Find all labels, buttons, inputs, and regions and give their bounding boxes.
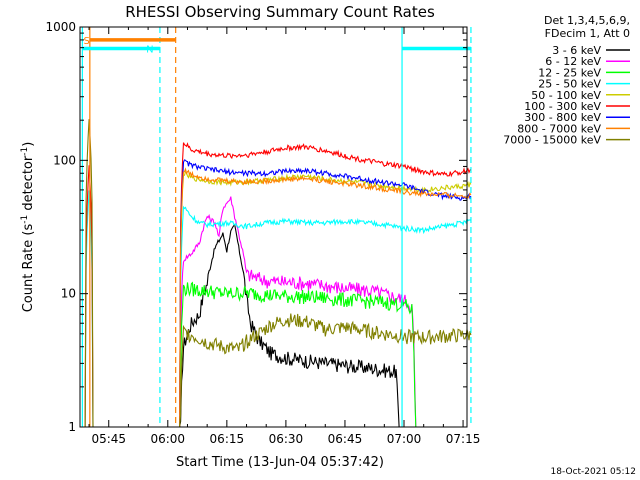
x-tick-label-3: 06:30 — [269, 432, 304, 446]
series-line-8 — [81, 119, 472, 428]
y-axis-label: Count Rate (s-1 detector-1) — [20, 142, 36, 313]
y-tick-label-0: 1 — [68, 420, 76, 434]
legend-label-2: 12 - 25 keV — [538, 66, 601, 79]
chart-title: RHESSI Observing Summary Count Rates — [125, 3, 435, 21]
x-tick-label-6: 07:15 — [446, 432, 481, 446]
x-tick-label-2: 06:15 — [210, 432, 245, 446]
legend-label-1: 6 - 12 keV — [545, 55, 601, 68]
legend-label-3: 25 - 50 keV — [538, 78, 601, 91]
legend-label-5: 100 - 300 keV — [524, 100, 601, 113]
y-axis-label-sup1: -1 — [20, 215, 30, 224]
overlay-layer: SN — [81, 27, 472, 427]
x-axis-label: Start Time (13-Jun-04 05:37:42) — [176, 455, 384, 470]
legend-header-line-2: FDecim 1, Att 0 — [545, 27, 630, 40]
legend-label-4: 50 - 100 keV — [531, 89, 601, 102]
legend-label-6: 300 - 800 keV — [524, 111, 601, 124]
plot-frame — [79, 26, 468, 428]
series-line-2 — [171, 281, 417, 428]
timestamp: 18-Oct-2021 05:12 — [551, 467, 636, 477]
x-axis-ticks: 05:45 06:00 06:15 06:30 06:45 07:00 07:15 — [88, 27, 481, 446]
y-tick-label-3: 1000 — [45, 20, 76, 34]
series-line-0 — [171, 223, 401, 428]
legend-label-7: 800 - 7000 keV — [517, 122, 601, 135]
series-line-1 — [171, 196, 417, 428]
y-axis-label-prefix: Count Rate (s — [21, 224, 36, 313]
series-layer — [81, 119, 472, 428]
y-axis-ticks: 1 10 100 1000 — [45, 20, 467, 434]
x-tick-label-1: 06:00 — [150, 432, 185, 446]
legend-label-0: 3 - 6 keV — [552, 44, 601, 57]
series-line-6 — [171, 159, 472, 428]
x-tick-label-0: 05:45 — [91, 432, 126, 446]
legend-label-8: 7000 - 15000 keV — [503, 134, 601, 147]
bar-annotation-0: S — [84, 36, 90, 47]
series-line-7 — [171, 167, 472, 428]
y-axis-label-mid: detector — [21, 155, 36, 215]
y-tick-label-1: 10 — [61, 287, 76, 301]
legend-header-line-1: Det 1,3,4,5,6,9, — [544, 14, 630, 27]
x-tick-label-5: 07:00 — [387, 432, 422, 446]
x-tick-label-4: 06:45 — [328, 432, 363, 446]
bar-annotation-1: N — [146, 44, 153, 55]
y-axis-label-sup2: -1 — [20, 147, 30, 156]
y-axis-label-suffix: ) — [21, 142, 36, 147]
legend: Det 1,3,4,5,6,9, FDecim 1, Att 0 3 - 6 k… — [503, 14, 630, 147]
y-tick-label-2: 100 — [53, 153, 76, 167]
